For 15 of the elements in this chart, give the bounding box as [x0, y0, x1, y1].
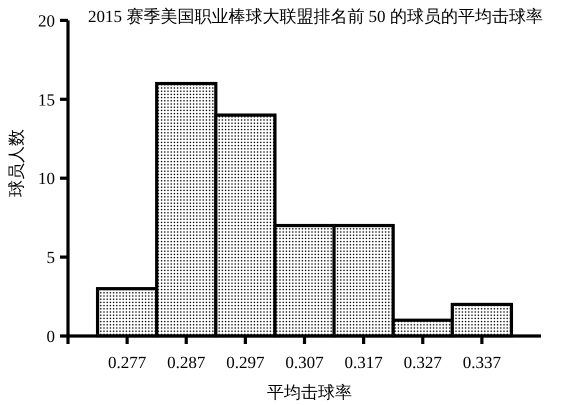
y-tick-label: 10: [38, 169, 55, 188]
x-tick-label: 0.337: [462, 353, 502, 372]
y-tick-label: 20: [38, 11, 55, 30]
x-tick-label: 0.287: [167, 353, 206, 372]
x-tick-label: 0.327: [404, 353, 442, 372]
y-axis-title: 球员人数: [7, 129, 26, 198]
x-axis-title: 平均击球率: [267, 383, 352, 402]
y-tick-label: 0: [46, 327, 55, 346]
y-tick-label: 5: [46, 248, 55, 268]
y-tick-label: 15: [38, 90, 55, 110]
x-tick-label: 0.317: [344, 353, 384, 372]
chart-title: 2015 赛季美国职业棒球大联盟排名前 50 的球员的平均击球率: [88, 7, 543, 26]
x-tick-label: 0.307: [285, 353, 324, 372]
x-tick-label: 0.277: [108, 353, 147, 372]
x-tick-label: 0.297: [226, 353, 265, 372]
